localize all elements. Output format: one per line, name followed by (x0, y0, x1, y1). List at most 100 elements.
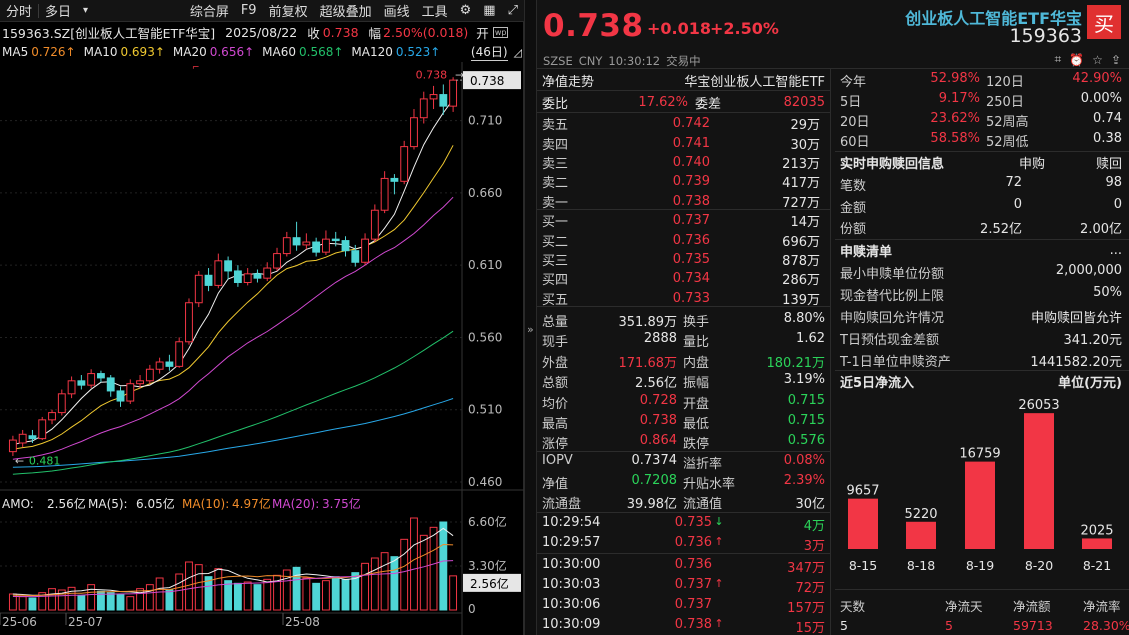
volume-bar (390, 556, 399, 611)
iopv-label: 流通盘 (542, 497, 582, 512)
star-icon[interactable]: ☆ (1092, 52, 1103, 67)
bid-row[interactable]: 买二 0.736 696万 (537, 230, 827, 250)
volume-bar (106, 592, 115, 611)
bid-row[interactable]: 买一 0.737 14万 (537, 211, 827, 231)
volume-bar (370, 557, 379, 611)
weicha-label: 委差 (695, 97, 722, 112)
volume-bar (28, 597, 37, 611)
fullscreen-icon[interactable]: ⤢ (507, 3, 518, 18)
candle-body (194, 274, 203, 304)
ask-price: 0.742 (672, 116, 710, 132)
expand-arrow-icon[interactable]: » (527, 323, 534, 336)
nav-trend-label[interactable]: 净值走势 (542, 75, 595, 90)
candle-body (8, 439, 17, 453)
more-button[interactable]: ... (1109, 243, 1122, 258)
ma20-line (12, 196, 454, 460)
tick-volume: 3万 (803, 539, 825, 554)
inflow-date-label: 8-19 (966, 558, 994, 573)
ask-row[interactable]: 卖一 0.738 727万 (537, 192, 827, 212)
days-selector[interactable]: (46日) (470, 45, 508, 61)
tick-volume: 347万 (787, 561, 825, 576)
ask-price: 0.741 (672, 135, 710, 151)
stats-value: 0.728 (639, 392, 677, 408)
ask-price: 0.740 (672, 155, 710, 171)
wp-badge-icon[interactable]: wp (492, 27, 509, 38)
ask-row[interactable]: 卖五 0.742 29万 (537, 114, 827, 134)
bid-volume: 878万 (782, 254, 820, 270)
scan-icon[interactable]: ⌗ (1054, 52, 1062, 66)
list-label: T-1日单位申赎资产 (840, 355, 951, 370)
date-axis-label: 25-07 (68, 615, 103, 629)
ma20-label: MA20 (172, 45, 207, 59)
ask-row[interactable]: 卖二 0.739 417万 (537, 172, 827, 192)
draw-line-button[interactable]: 画线 (383, 5, 410, 20)
nav-trend-row[interactable]: 净值走势 华宝创业板人工智能ETF (542, 71, 825, 90)
volume-bar (204, 576, 213, 611)
share-icon[interactable]: ⇪ (1110, 52, 1121, 67)
list-row: T-1日单位申赎资产 1441582.20元 (840, 351, 1122, 370)
grid-layout-icon[interactable]: ▦ (483, 3, 496, 18)
stats-label: 最低 (683, 417, 710, 432)
iopv-label: 溢折率 (683, 457, 723, 472)
volume-bar (302, 577, 311, 611)
exchange-label: SZSE (543, 54, 573, 68)
weibi-value: 17.62% (638, 95, 688, 110)
panel-splitter[interactable]: » (524, 0, 537, 635)
f9-button[interactable]: F9 (240, 3, 257, 18)
candle-body (341, 240, 350, 252)
redemption-row: 笔数 72 98 (840, 175, 1122, 194)
period-dropdown-icon[interactable]: ▾ (83, 5, 89, 16)
candle-body (214, 260, 223, 286)
redeem-value: 2.00亿 (1080, 222, 1122, 237)
candle-body (165, 361, 174, 367)
fund-code: 159363 (1009, 25, 1082, 47)
weibi-label: 委比 (542, 97, 569, 112)
ask-row[interactable]: 卖三 0.740 213万 (537, 153, 827, 173)
arrow-up-icon (712, 597, 726, 616)
candle-body (38, 419, 47, 440)
header-icons: ⌗ ⏰ ☆ ⇪ (1054, 52, 1121, 67)
fuquan-button[interactable]: 前复权 (268, 5, 308, 20)
candle-body (419, 98, 428, 119)
inflow-bar (965, 461, 995, 549)
bid-label: 买一 (542, 215, 569, 231)
volume-bar (292, 566, 301, 611)
collapse-icon[interactable]: ◿ (513, 45, 522, 59)
stats-value: 3.19% (783, 372, 825, 388)
ma10-label: MA10 (83, 45, 118, 59)
vol-ma20-line (12, 560, 454, 598)
kline-chart[interactable]: 0.710 0.660 0.610 0.560 0.510 0.460 0.738 → ← 0.4… (0, 62, 524, 635)
vol-ma5-line (12, 527, 454, 596)
tick-price: 0.737 (674, 577, 712, 592)
bid-row[interactable]: 买四 0.734 286万 (537, 269, 827, 289)
period-select[interactable]: 多日 (45, 5, 72, 20)
tools-button[interactable]: 工具 (421, 5, 448, 20)
iopv-value: 0.7208 (631, 473, 678, 488)
iopv-value: 0.08% (783, 453, 825, 468)
redemption-col-redeem: 赎回 (1095, 157, 1122, 172)
buy-button[interactable]: 买 (1087, 5, 1121, 39)
iopv-row: 流通盘 39.98亿 流通值 30亿 (542, 493, 825, 512)
ask-volume: 417万 (782, 176, 820, 192)
volume-bar (48, 588, 56, 611)
candle-body (67, 380, 76, 395)
ma60-label: MA60 (262, 45, 296, 59)
candle-body (57, 393, 66, 414)
gear-icon[interactable]: ⚙ (459, 3, 472, 18)
overlay-button[interactable]: 超级叠加 (319, 5, 372, 20)
ask-volume: 727万 (782, 195, 820, 211)
bid-row[interactable]: 买五 0.733 139万 (537, 289, 827, 309)
alarm-icon[interactable]: ⏰ (1069, 52, 1085, 67)
high-marker: 0.738 (416, 68, 448, 81)
arrow-down-icon: ↓ (714, 515, 724, 528)
zonghe-button[interactable]: 综合屏 (189, 5, 229, 20)
bid-price: 0.736 (672, 232, 710, 248)
ask-row[interactable]: 卖四 0.741 30万 (537, 133, 827, 153)
arrow-up-icon: ↑ (714, 617, 724, 630)
stats-value: 0.738 (639, 413, 677, 428)
tab-fenshi[interactable]: 分时 (6, 5, 33, 20)
perf-label: 60日 (840, 135, 870, 150)
bid-row[interactable]: 买三 0.735 878万 (537, 250, 827, 270)
list-row: T日预估现金差额 341.20元 (840, 329, 1122, 348)
stats-value: 1.62 (796, 331, 825, 347)
